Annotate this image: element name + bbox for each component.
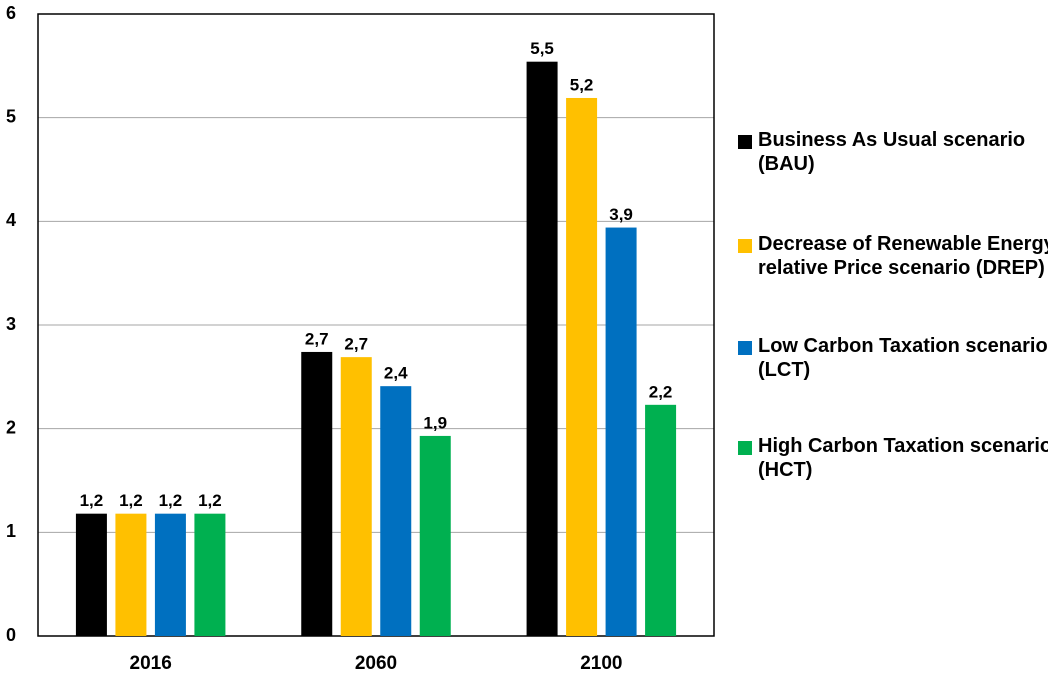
bar <box>75 513 107 636</box>
bar <box>605 227 637 636</box>
data-label: 1,2 <box>80 491 104 510</box>
data-label: 5,5 <box>530 39 554 58</box>
bar <box>645 404 677 636</box>
legend-item: High Carbon Taxation scenario (HCT) <box>738 434 1048 482</box>
y-tick-label: 5 <box>6 106 16 126</box>
legend-item: Business As Usual scenario (BAU) <box>738 128 1048 176</box>
data-label: 1,2 <box>198 491 222 510</box>
legend-label: Decrease of Renewable Energy relative Pr… <box>758 233 1048 279</box>
x-tick-label: 2060 <box>355 653 397 674</box>
data-label: 1,9 <box>423 413 447 432</box>
legend-item: Low Carbon Taxation scenario (LCT) <box>738 334 1048 382</box>
legend-label: Low Carbon Taxation scenario (LCT) <box>758 335 1048 381</box>
data-label: 5,2 <box>570 75 594 94</box>
data-label: 1,2 <box>119 491 143 510</box>
bar <box>566 97 598 637</box>
data-label: 2,7 <box>305 329 329 348</box>
legend-label: Business As Usual scenario (BAU) <box>758 129 1026 175</box>
data-label: 2,7 <box>344 335 368 354</box>
legend-swatch <box>738 135 752 149</box>
legend-item: Decrease of Renewable Energy relative Pr… <box>738 232 1048 280</box>
y-tick-label: 2 <box>6 417 16 437</box>
data-label: 2,2 <box>649 382 673 401</box>
bar <box>419 435 451 636</box>
bar <box>380 386 412 636</box>
plot-frame <box>37 13 715 637</box>
legend-swatch <box>738 239 752 253</box>
legend-swatch <box>738 441 752 455</box>
data-label: 1,2 <box>159 491 183 510</box>
y-tick-label: 6 <box>6 3 16 23</box>
bar <box>340 357 372 636</box>
data-label: 2,4 <box>384 364 408 383</box>
bar <box>194 513 226 636</box>
bar <box>154 513 186 636</box>
y-tick-label: 0 <box>6 625 16 645</box>
bar <box>526 61 558 637</box>
legend-swatch <box>738 341 752 355</box>
y-tick-label: 3 <box>6 314 16 334</box>
x-tick-label: 2100 <box>580 653 622 674</box>
chart: 0 1 2 3 4 5 6 2016 1,2 1,2 1,2 1,2 2060 2,7 2,7 2,4 1,9 2… <box>6 3 715 674</box>
bar <box>301 351 333 636</box>
x-tick-label: 2016 <box>130 653 172 674</box>
legend-label: High Carbon Taxation scenario (HCT) <box>758 435 1048 481</box>
bar <box>115 513 147 636</box>
data-label: 3,9 <box>609 205 633 224</box>
y-tick-label: 4 <box>6 210 16 230</box>
y-tick-label: 1 <box>6 521 16 541</box>
